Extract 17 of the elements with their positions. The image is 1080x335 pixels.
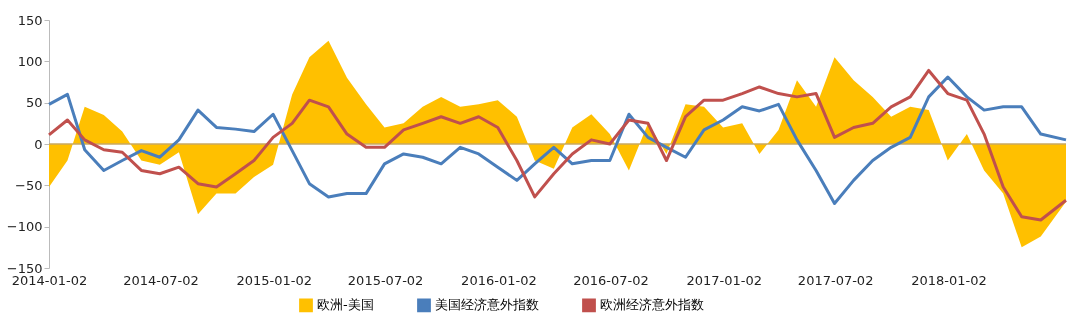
y-tick-label: 0 (34, 136, 43, 152)
y-tick-label: −100 (6, 219, 43, 235)
x-tick-label: 2014-07-02 (123, 272, 199, 288)
legend-label: 美国经济意外指数 (435, 297, 539, 313)
x-tick-label: 2018-01-02 (911, 272, 987, 288)
x-tick-label: 2015-07-02 (347, 272, 424, 288)
legend-label: 欧洲-美国 (317, 297, 374, 313)
x-tick-label: 2016-07-02 (573, 272, 649, 288)
y-tick-label: 100 (17, 53, 43, 69)
y-tick-label: 150 (17, 12, 43, 28)
x-tick-label: 2015-01-02 (236, 272, 312, 288)
x-tick-label: 2017-01-02 (686, 272, 762, 288)
y-tick-label: −50 (15, 177, 43, 193)
y-tick-label: 50 (25, 95, 43, 111)
legend-label: 欧洲经济意外指数 (600, 297, 704, 313)
x-tick-label: 2016-01-02 (461, 272, 537, 288)
x-tick-label: 2017-07-02 (797, 272, 874, 288)
